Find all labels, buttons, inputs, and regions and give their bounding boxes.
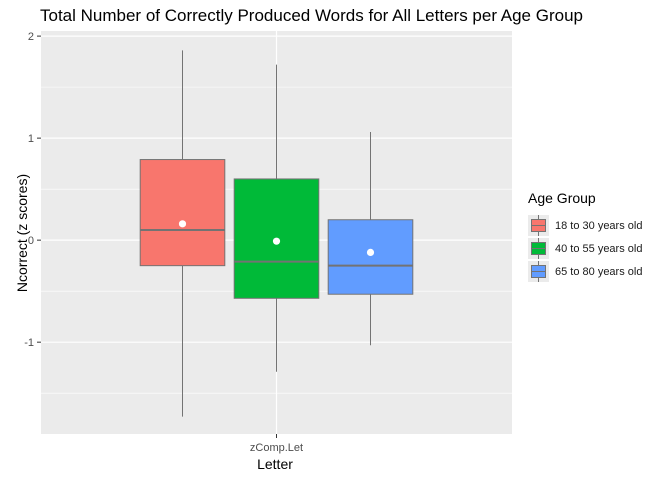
box-body [327, 219, 414, 295]
legend-key [528, 215, 549, 236]
legend-key-median [532, 225, 545, 226]
box-mean-point [366, 248, 375, 256]
legend-key-median [532, 271, 545, 272]
chart-title: Total Number of Correctly Produced Words… [40, 6, 583, 25]
box-mean-point [272, 237, 281, 245]
y-tick-label: 0 [28, 235, 34, 247]
legend-title: Age Group [528, 190, 596, 206]
legend-label: 40 to 55 years old [555, 242, 643, 255]
legend-items: 18 to 30 years old 40 to 55 years old 65 t… [528, 214, 642, 283]
legend-item: 65 to 80 years old [528, 260, 642, 283]
y-axis-label: Ncorrect (z scores) [14, 173, 30, 293]
legend-item: 18 to 30 years old [528, 214, 642, 237]
box-mean-point [178, 220, 187, 228]
y-tick-label: -1 [24, 337, 34, 349]
legend-label: 18 to 30 years old [555, 219, 643, 232]
legend-key [528, 261, 549, 282]
legend-key [528, 238, 549, 259]
x-tick-label: zComp.Let [250, 442, 303, 454]
box-body [139, 159, 226, 267]
legend-item: 40 to 55 years old [528, 237, 642, 260]
x-axis-label: Letter [257, 456, 293, 472]
y-tick-label: 1 [28, 133, 34, 145]
legend: Age Group 18 to 30 years old 40 to 55 yea… [528, 190, 642, 283]
legend-key-median [532, 248, 545, 249]
y-tick-label: 2 [28, 31, 34, 43]
legend-label: 65 to 80 years old [555, 265, 643, 278]
